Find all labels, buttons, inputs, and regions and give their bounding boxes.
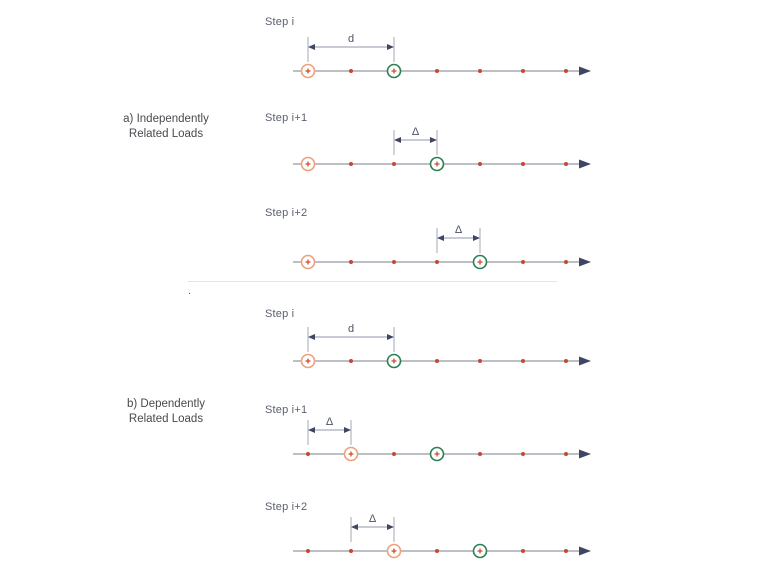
load-point-dot (392, 162, 396, 166)
section-b-label-line2: Related Loads (128, 413, 204, 425)
section-divider (188, 281, 557, 282)
dimension-arrow-icon (387, 44, 394, 50)
dimension-arrow-icon (308, 44, 315, 50)
dimension-arrow-icon (394, 137, 401, 143)
load-point-dot (435, 69, 439, 73)
dimension-label: Δ (369, 513, 377, 525)
step-label-a-i2: Step i+2 (265, 207, 308, 219)
load-point-dot (435, 549, 439, 553)
axis-arrow-icon (579, 66, 591, 76)
load-point-dot (521, 452, 525, 456)
load-point-dot (478, 69, 482, 73)
dimension-label: d (348, 33, 354, 45)
dimension-arrow-icon (344, 427, 351, 433)
load-point-dot (564, 260, 568, 264)
dimension-label: Δ (455, 224, 463, 236)
dimension-label: Δ (326, 416, 334, 428)
dimension-arrow-icon (308, 334, 315, 340)
axis-arrow-icon (579, 159, 591, 169)
load-point-dot (392, 452, 396, 456)
section-a-label-line1: a) Independently (123, 113, 209, 125)
dimension-label: d (348, 323, 354, 335)
load-point-dot (478, 359, 482, 363)
load-point-dot (349, 69, 353, 73)
dimension-arrow-icon (308, 427, 315, 433)
load-point-dot (521, 69, 525, 73)
load-point-dot (349, 359, 353, 363)
step-label-b-i2: Step i+2 (265, 501, 308, 513)
dimension-arrow-icon (387, 524, 394, 530)
dimension-arrow-icon (351, 524, 358, 530)
load-point-dot (564, 162, 568, 166)
section-b-label: b) Dependently Related Loads (110, 397, 222, 427)
load-point-dot (478, 162, 482, 166)
load-point-dot (435, 260, 439, 264)
step-label-a-i: Step i (265, 16, 295, 28)
load-point-dot (564, 549, 568, 553)
load-point-dot (349, 549, 353, 553)
load-point-dot (521, 549, 525, 553)
load-point-dot (306, 452, 310, 456)
load-point-dot (435, 359, 439, 363)
dimension-arrow-icon (473, 235, 480, 241)
load-point-dot (349, 260, 353, 264)
load-point-dot (521, 162, 525, 166)
section-b-label-line1: b) Dependently (127, 398, 205, 410)
axis-arrow-icon (579, 449, 591, 459)
load-point-dot (478, 452, 482, 456)
step-label-b-i1: Step i+1 (265, 404, 308, 416)
step-label-a-i1: Step i+1 (265, 112, 308, 124)
load-point-dot (521, 260, 525, 264)
load-point-dot (564, 359, 568, 363)
axis-arrow-icon (579, 546, 591, 556)
dimension-arrow-icon (430, 137, 437, 143)
stray-period: . (188, 285, 192, 297)
section-a-label: a) Independently Related Loads (110, 112, 222, 142)
load-point-dot (521, 359, 525, 363)
load-point-dot (306, 549, 310, 553)
axis-arrow-icon (579, 257, 591, 267)
load-point-dot (564, 69, 568, 73)
axis-arrow-icon (579, 356, 591, 366)
section-a-label-line2: Related Loads (128, 128, 204, 140)
step-label-b-i: Step i (265, 308, 295, 320)
dimension-label: Δ (412, 126, 420, 138)
load-point-dot (392, 260, 396, 264)
dimension-arrow-icon (437, 235, 444, 241)
load-point-dot (349, 162, 353, 166)
load-point-dot (564, 452, 568, 456)
dimension-arrow-icon (387, 334, 394, 340)
